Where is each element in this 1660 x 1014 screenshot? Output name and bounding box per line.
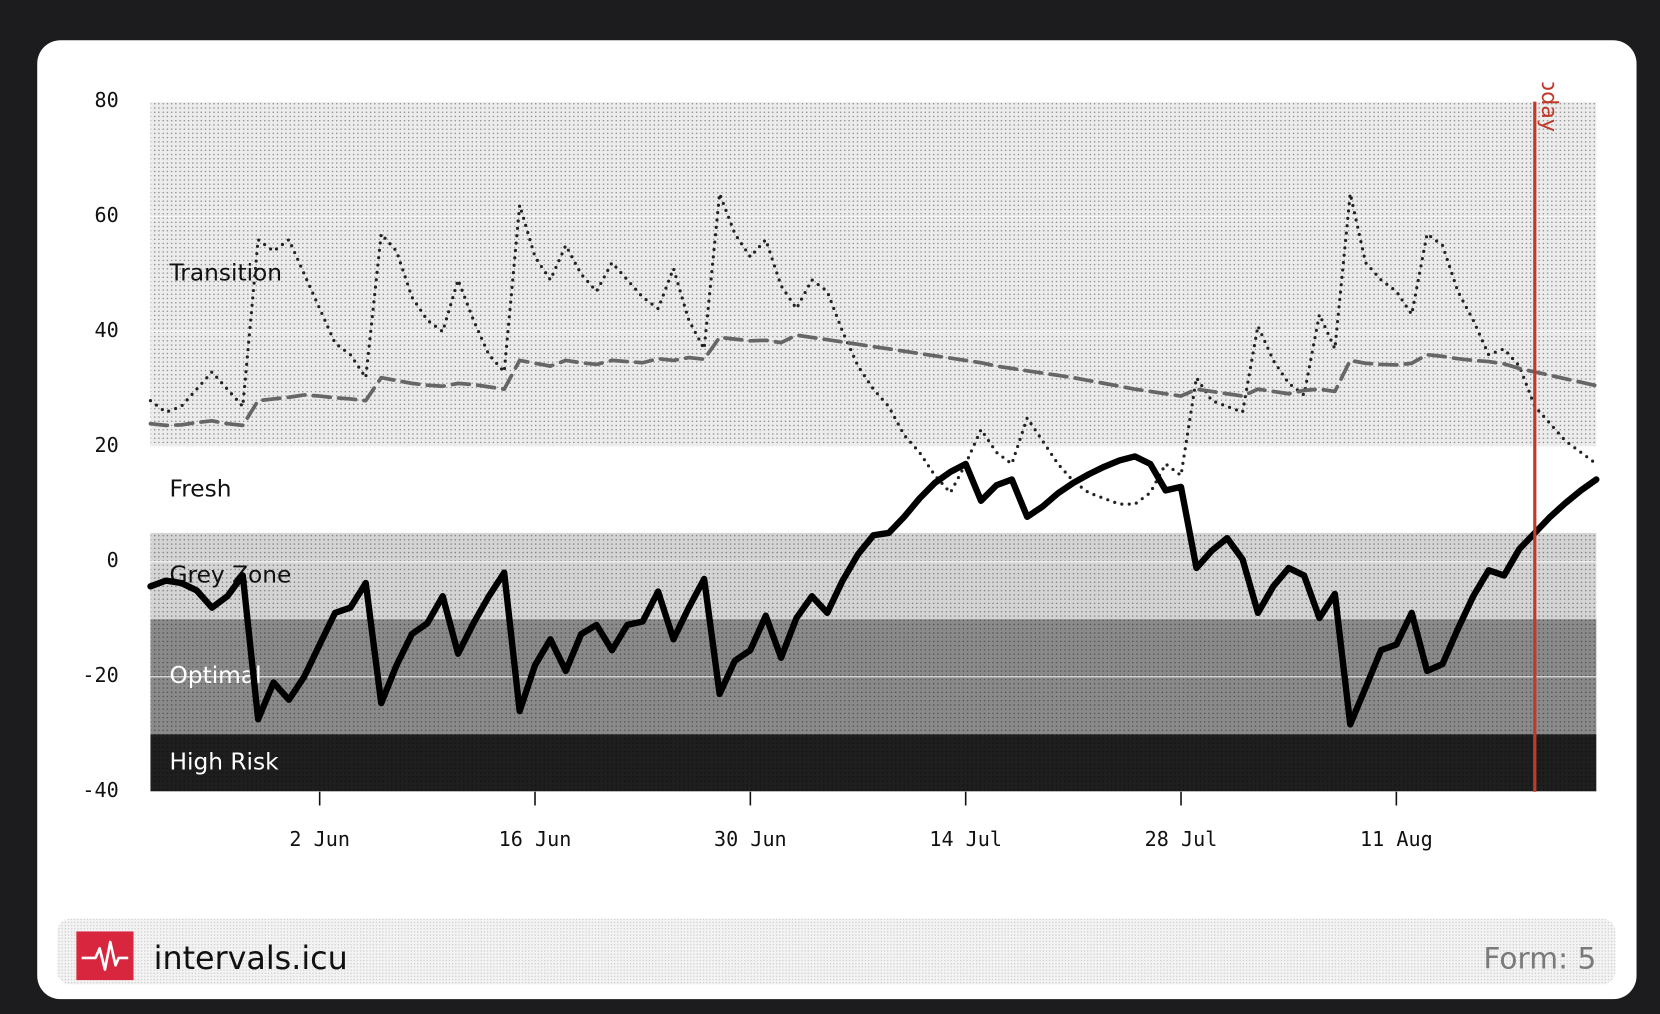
x-tick-label: 30 Jun bbox=[714, 827, 787, 851]
today-label: Today bbox=[1536, 67, 1562, 132]
y-tick-label: 0 bbox=[107, 548, 119, 572]
logo-icon bbox=[81, 940, 129, 971]
y-tick-label: 20 bbox=[94, 433, 118, 457]
x-tick-label: 2 Jun bbox=[289, 827, 350, 851]
zone-label: Fresh bbox=[170, 475, 232, 502]
x-tick-label: 16 Jun bbox=[499, 827, 572, 851]
form-status: Form: 5 bbox=[1483, 941, 1596, 976]
series-line bbox=[148, 192, 1598, 506]
brand: intervals.icu bbox=[154, 941, 348, 977]
x-tick-label: 14 Jul bbox=[929, 827, 1002, 851]
y-tick-label: 40 bbox=[94, 318, 118, 342]
series-line bbox=[148, 333, 1599, 428]
series-line bbox=[147, 453, 1600, 728]
zone-texture bbox=[150, 101, 1597, 447]
x-tick-label: 28 Jul bbox=[1145, 827, 1218, 851]
footer-texture bbox=[57, 918, 1616, 985]
y-tick-label: 60 bbox=[94, 203, 118, 227]
y-tick-label: -20 bbox=[82, 663, 118, 687]
y-tick-label: 80 bbox=[94, 88, 118, 112]
x-tick-label: 11 Aug bbox=[1360, 827, 1433, 851]
zone-texture bbox=[150, 532, 1597, 620]
zone-texture bbox=[150, 734, 1597, 792]
zone bbox=[150, 446, 1597, 533]
today-label-group: Today bbox=[1536, 67, 1562, 132]
logo bbox=[76, 931, 134, 981]
footer: intervals.icu Form: 5 bbox=[57, 918, 1616, 985]
y-tick-label: -40 bbox=[82, 778, 118, 802]
zone-label: Transition bbox=[169, 260, 283, 287]
zone-label: High Risk bbox=[170, 748, 280, 775]
zone-label: Optimal bbox=[170, 662, 262, 689]
